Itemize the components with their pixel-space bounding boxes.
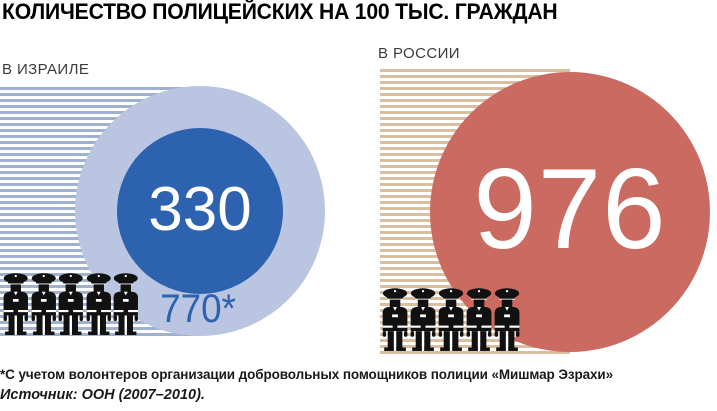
footnote: *С учетом волонтеров организации доброво…	[0, 367, 614, 382]
page-title: КОЛИЧЕСТВО ПОЛИЦЕЙСКИХ НА 100 ТЫС. ГРАЖД…	[2, 0, 558, 24]
israel-inner-value: 330	[148, 175, 252, 244]
police-officer-icon	[494, 288, 520, 351]
russia-value: 976	[473, 146, 667, 273]
officers-row-israel	[0, 273, 143, 336]
source-line: Источник: ООН (2007–2010).	[0, 387, 205, 403]
panel-label-russia: В РОССИИ	[378, 45, 460, 62]
officers-row-russia	[378, 288, 524, 352]
panel-label-israel: В ИЗРАИЛЕ	[2, 61, 90, 78]
israel-outer-value: 770*	[160, 287, 236, 331]
police-officer-icon	[113, 273, 139, 335]
israel-inner-circle: 330	[117, 128, 283, 294]
